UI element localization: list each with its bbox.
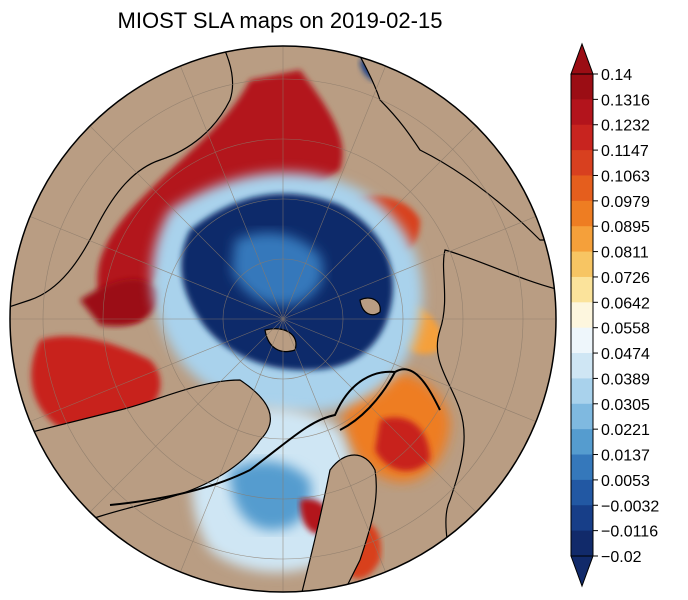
colorbar-tick-label: 0.0305 [601,397,650,414]
map-title: MIOST SLA maps on 2019-02-15 [117,8,443,33]
ice-edge-contour [109,368,441,506]
polar-map [9,45,557,593]
colorbar-tick-label: 0.0811 [601,245,649,262]
colorbar-block [571,175,593,202]
colorbar-tick-label: −0.0032 [601,498,659,515]
colorbar-tick-label: 0.1232 [601,118,650,135]
colorbar-extend-min [570,555,594,588]
colorbar-tick-label: 0.0221 [601,422,650,439]
map-border [9,45,557,593]
colorbar-block [571,378,593,405]
colorbar-block [571,226,593,253]
colorbar-block [571,505,593,532]
colorbar-tick-label: 0.0389 [601,371,650,388]
colorbar-tick-label: 0.0137 [601,448,650,465]
colorbar-tick-label: 0.1063 [601,168,650,185]
colorbar-block [571,454,593,481]
colorbar-tick-label: 0.0053 [601,473,650,490]
colorbar-tick-label: 0.1147 [601,143,649,160]
colorbar-tick-label: −0.0116 [601,524,658,541]
colorbar-tick-label: 0.1316 [601,92,650,109]
colorbar-tick-label: 0.0474 [601,346,650,363]
colorbar-tick-label: 0.0642 [601,295,650,312]
colorbar-extend-max [570,42,594,75]
colorbar-block [571,74,593,100]
colorbar-block [571,479,593,506]
colorbar-tick-label: 0.14 [601,67,632,84]
colorbar-block [571,353,593,379]
colorbar-block [571,276,593,303]
colorbar-block [571,200,593,227]
colorbar-tick-label: −0.02 [601,549,642,566]
colorbar-tick-label: 0.0979 [601,194,650,211]
colorbar-block [571,530,593,557]
colorbar-tick-label: 0.0726 [601,270,650,287]
colorbar-block [571,124,593,151]
colorbar-block [571,302,593,329]
colorbar-tick-label: 0.0895 [601,219,650,236]
colorbar-block [571,429,593,456]
colorbar-block [571,327,593,354]
colorbar-tick-label: 0.0558 [601,321,650,338]
graticule [10,46,556,592]
colorbar-block [571,150,593,176]
colorbar-block [571,99,593,126]
colorbar-block [571,403,593,430]
colorbar-block [571,251,593,278]
colorbar-frame [570,73,594,557]
